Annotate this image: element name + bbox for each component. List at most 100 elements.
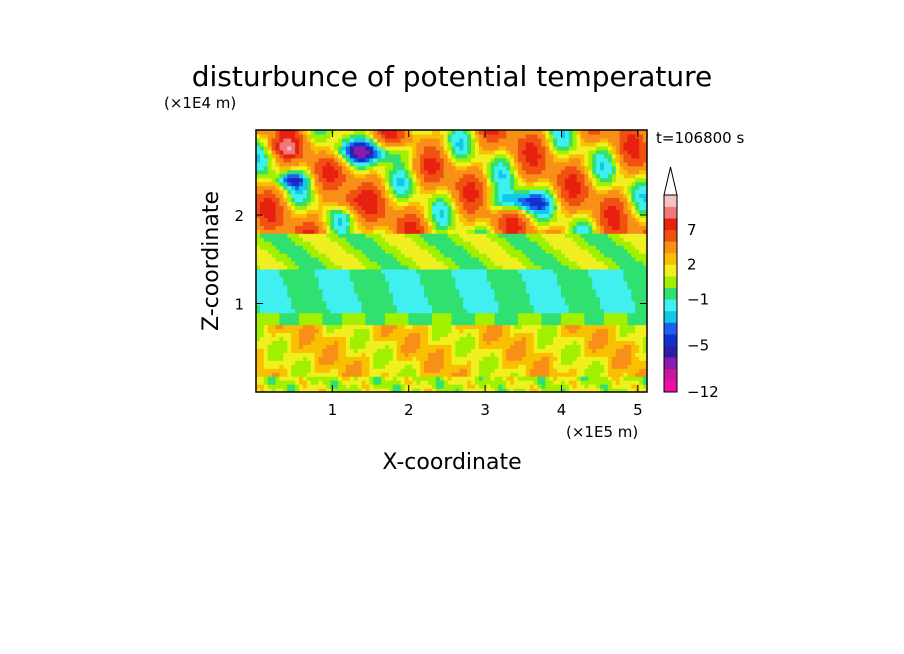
heatmap-cell: [533, 249, 539, 254]
heatmap-cell: [353, 308, 359, 314]
heatmap-cell: [365, 249, 370, 254]
heatmap-cell: [295, 272, 300, 278]
heatmap-cell: [451, 133, 457, 139]
heatmap-cell: [322, 344, 327, 349]
heatmap-cell: [510, 177, 515, 183]
heatmap-cell: [306, 133, 312, 139]
heatmap-cell: [428, 280, 433, 286]
heatmap-cell: [295, 344, 300, 349]
heatmap-cell: [439, 130, 445, 135]
heatmap-cell: [424, 161, 429, 167]
heatmap-cell: [451, 284, 457, 290]
heatmap-cell: [381, 324, 386, 330]
heatmap-cell: [318, 249, 324, 254]
heatmap-cell: [463, 264, 468, 270]
heatmap-cell: [314, 229, 320, 234]
heatmap-cell: [471, 165, 476, 171]
heatmap-cell: [459, 328, 464, 334]
heatmap-cell: [334, 376, 339, 381]
heatmap-cell: [373, 153, 378, 159]
heatmap-cell: [310, 384, 316, 389]
heatmap-cell: [443, 157, 449, 163]
heatmap-cell: [342, 233, 347, 238]
heatmap-cell: [295, 245, 300, 250]
heatmap-cell: [428, 264, 433, 270]
heatmap-cell: [439, 292, 445, 298]
heatmap-cell: [318, 332, 324, 338]
heatmap-cell: [357, 288, 363, 294]
heatmap-cell: [400, 292, 406, 298]
heatmap-cell: [541, 221, 546, 226]
heatmap-cell: [326, 217, 331, 222]
heatmap-cell: [381, 372, 386, 377]
heatmap-cell: [447, 288, 453, 294]
heatmap-cell: [345, 284, 351, 290]
heatmap-cell: [275, 241, 281, 246]
heatmap-cell: [392, 217, 398, 222]
heatmap-cell: [291, 153, 296, 159]
heatmap-cell: [256, 233, 261, 238]
heatmap-cell: [385, 197, 390, 203]
heatmap-cell: [443, 225, 449, 230]
heatmap-cell: [365, 272, 370, 278]
heatmap-cell: [365, 237, 370, 242]
heatmap-cell: [256, 348, 261, 353]
heatmap-cell: [369, 221, 374, 226]
heatmap-cell: [521, 130, 527, 135]
heatmap-cell: [299, 300, 304, 306]
heatmap-cell: [471, 173, 476, 179]
heatmap-cell: [420, 145, 425, 151]
heatmap-cell: [334, 149, 339, 155]
heatmap-cell: [373, 328, 378, 334]
heatmap-cell: [521, 221, 527, 226]
heatmap-cell: [283, 229, 288, 234]
heatmap-cell: [490, 193, 496, 199]
heatmap-cell: [525, 189, 531, 195]
heatmap-cell: [326, 209, 331, 214]
heatmap-cell: [510, 141, 515, 147]
heatmap-cell: [537, 372, 543, 377]
heatmap-cell: [412, 316, 417, 322]
heatmap-cell: [369, 284, 374, 290]
heatmap-cell: [502, 384, 507, 389]
heatmap-cell: [502, 356, 507, 361]
heatmap-cell: [545, 308, 550, 314]
heatmap-cell: [490, 364, 496, 369]
heatmap-cell: [471, 249, 476, 254]
heatmap-cell: [533, 229, 539, 234]
heatmap-cell: [326, 376, 331, 381]
heatmap-cell: [502, 388, 507, 392]
heatmap-cell: [443, 257, 449, 262]
heatmap-cell: [373, 324, 378, 330]
heatmap-cell: [533, 368, 539, 373]
heatmap-cell: [510, 253, 515, 258]
heatmap-cell: [373, 368, 378, 373]
heatmap-cell: [345, 376, 351, 381]
heatmap-cell: [259, 308, 265, 314]
heatmap-cell: [357, 372, 363, 377]
heatmap-cell: [498, 372, 503, 377]
heatmap-cell: [306, 300, 312, 306]
heatmap-cell: [494, 352, 500, 357]
heatmap-cell: [357, 165, 363, 171]
heatmap-cell: [385, 288, 390, 294]
heatmap-cell: [517, 177, 523, 183]
heatmap-cell: [467, 376, 472, 381]
heatmap-cell: [267, 197, 273, 203]
heatmap-cell: [439, 268, 445, 274]
heatmap-cell: [275, 253, 281, 258]
heatmap-cell: [494, 137, 500, 143]
heatmap-cell: [314, 308, 320, 314]
heatmap-cell: [431, 173, 437, 179]
heatmap-cell: [416, 249, 421, 254]
heatmap-cell: [408, 173, 413, 179]
heatmap-cell: [345, 193, 351, 199]
heatmap-cell: [369, 324, 374, 330]
heatmap-cell: [443, 324, 449, 330]
heatmap-cell: [396, 209, 402, 214]
heatmap-cell: [467, 272, 472, 278]
heatmap-cell: [306, 233, 312, 238]
heatmap-cell: [287, 352, 292, 357]
heatmap-cell: [474, 312, 480, 318]
heatmap-cell: [424, 177, 429, 183]
